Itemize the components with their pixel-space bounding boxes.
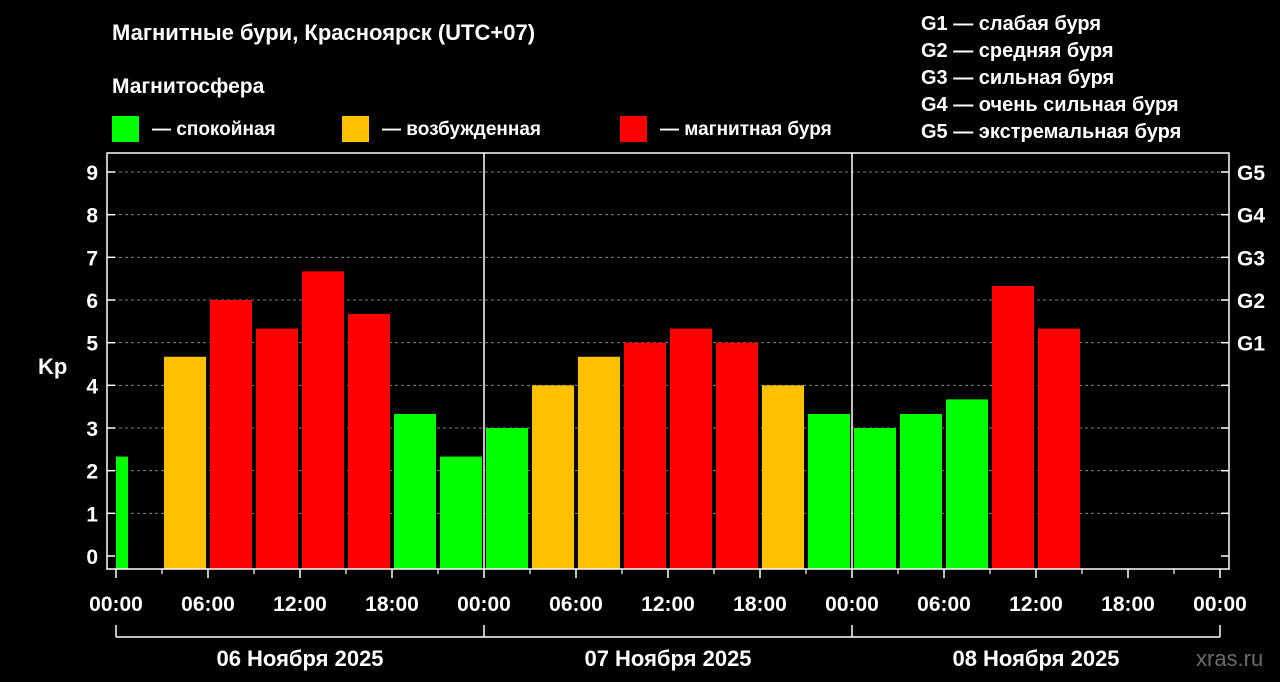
x-tick-label: 18:00 <box>365 593 419 616</box>
x-tick-label: 06:00 <box>181 593 235 616</box>
kp-bar <box>900 413 942 569</box>
g-scale-item: G4 — очень сильная буря <box>921 94 1179 116</box>
day-label: 06 Ноября 2025 <box>216 646 383 671</box>
kp-bar <box>486 428 528 569</box>
g-scale-item: G5 — экстремальная буря <box>921 121 1181 143</box>
kp-bar <box>716 342 758 569</box>
x-tick-label: 18:00 <box>733 593 787 616</box>
x-tick-label: 00:00 <box>1193 593 1247 616</box>
y-tick-label: 7 <box>86 247 98 270</box>
watermark: xras.ru <box>1196 646 1263 671</box>
legend-title: Магнитосфера <box>112 75 265 98</box>
legend-swatch <box>112 116 139 142</box>
legend: — спокойная — возбужденная — магнитная бур… <box>112 116 832 142</box>
y-tick-label: 8 <box>86 205 98 228</box>
day-label: 08 Ноября 2025 <box>952 646 1119 671</box>
legend-label: — возбужденная <box>382 119 541 140</box>
kp-bar <box>1038 328 1080 569</box>
y-tick-label: 1 <box>86 503 98 526</box>
kp-bar <box>116 456 128 569</box>
x-tick-label: 00:00 <box>825 593 879 616</box>
kp-bar <box>808 413 850 569</box>
kp-bar <box>854 428 896 569</box>
legend-swatch <box>342 116 369 142</box>
kp-bar <box>946 399 988 569</box>
kp-bar <box>624 342 666 569</box>
right-tick-label: G2 <box>1237 290 1265 313</box>
y-tick-label: 3 <box>86 418 98 441</box>
kp-bar <box>992 285 1034 569</box>
kp-bar <box>670 328 712 569</box>
kp-bar <box>578 356 620 569</box>
x-tick-label: 00:00 <box>89 593 143 616</box>
g-scale-item: G3 — сильная буря <box>921 67 1114 89</box>
y-tick-label: 5 <box>86 333 98 356</box>
right-tick-label: G3 <box>1237 247 1265 270</box>
kp-bar <box>394 413 436 569</box>
day-label: 07 Ноября 2025 <box>584 646 751 671</box>
x-tick-label: 12:00 <box>273 593 327 616</box>
y-tick-label: 4 <box>86 375 98 398</box>
right-tick-label: G1 <box>1237 333 1265 356</box>
legend-label: — магнитная буря <box>660 119 832 140</box>
g-scale-item: G2 — средняя буря <box>921 40 1114 62</box>
x-tick-label: 00:00 <box>457 593 511 616</box>
kp-bar <box>440 456 482 569</box>
y-tick-label: 9 <box>86 162 98 185</box>
chart-title: Магнитные бури, Красноярск (UTC+07) <box>112 20 535 45</box>
kp-bar <box>532 385 574 569</box>
y-axis-label: Kp <box>38 354 67 379</box>
kp-bar <box>256 328 298 569</box>
x-tick-label: 12:00 <box>1009 593 1063 616</box>
right-tick-label: G4 <box>1237 205 1265 228</box>
legend-label: — спокойная <box>152 119 276 140</box>
x-tick-label: 06:00 <box>917 593 971 616</box>
x-tick-label: 12:00 <box>641 593 695 616</box>
y-tick-label: 0 <box>86 546 98 569</box>
g-scale-item: G1 — слабая буря <box>921 13 1101 35</box>
x-tick-label: 06:00 <box>549 593 603 616</box>
kp-bar <box>210 300 252 569</box>
legend-swatch <box>620 116 647 142</box>
x-tick-label: 18:00 <box>1101 593 1155 616</box>
g-scale-legend: G1 — слабая буря G2 — средняя буря G3 — си… <box>921 13 1181 143</box>
axes: 0 1 2 3 4 5 6 7 8 9 G1 G2 G3 G4 G5 00:00 06:00 12:00 18:00… <box>86 152 1265 671</box>
kp-bar <box>762 385 804 569</box>
y-tick-label: 2 <box>86 461 98 484</box>
bars <box>116 271 1080 569</box>
right-tick-label: G5 <box>1237 162 1265 185</box>
kp-bar <box>348 314 390 569</box>
y-tick-label: 6 <box>86 290 98 313</box>
kp-bar <box>302 271 344 569</box>
kp-bar <box>164 356 206 569</box>
